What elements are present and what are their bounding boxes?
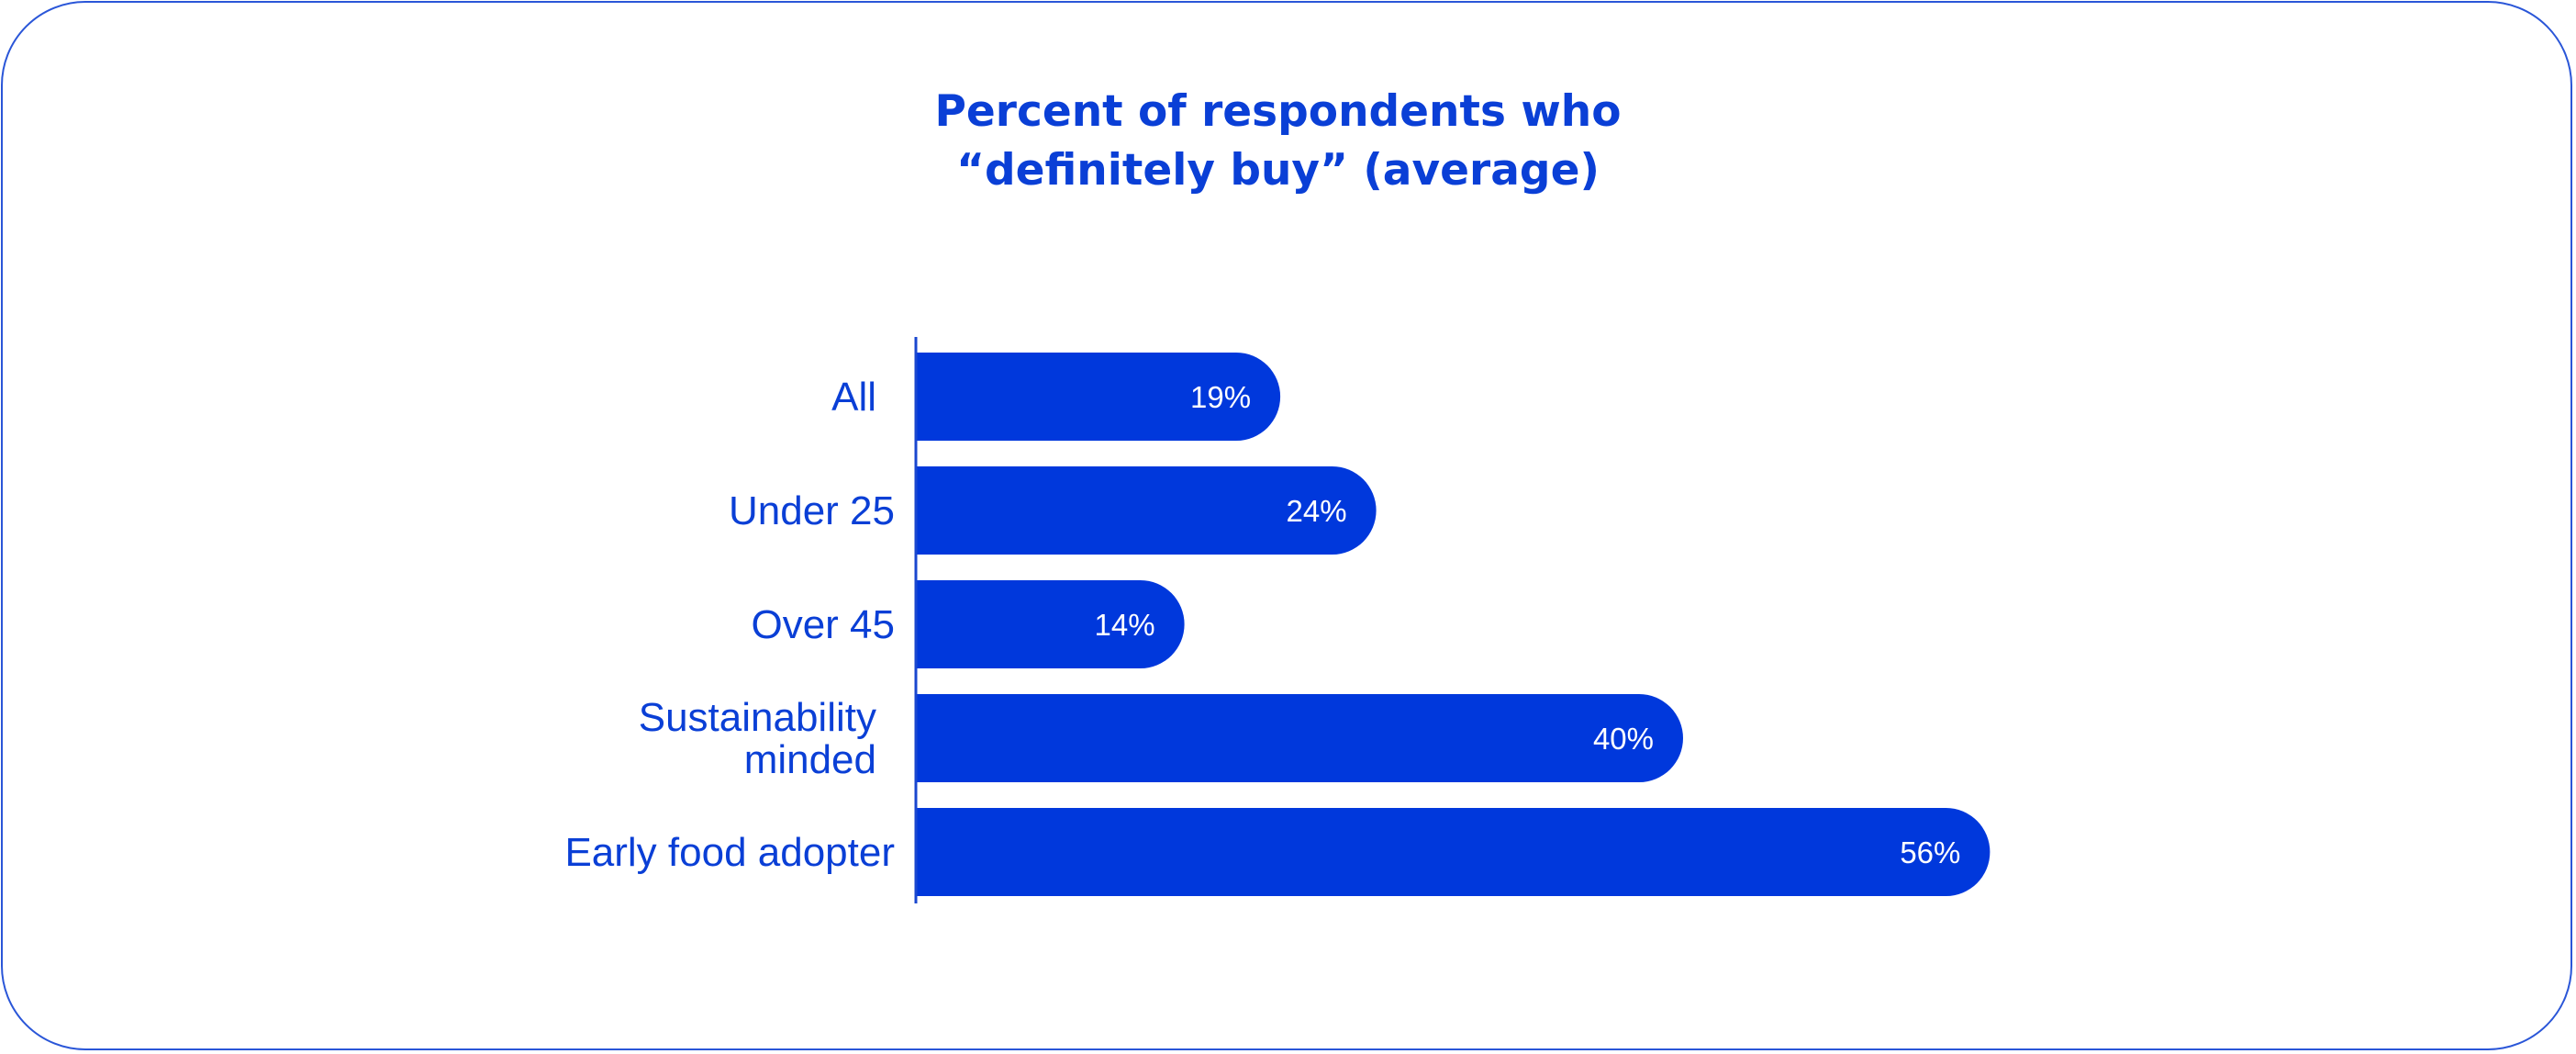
bar bbox=[916, 580, 1185, 668]
bar-value-label: 24% bbox=[1287, 494, 1347, 528]
chart-title: Percent of respondents who “definitely b… bbox=[0, 83, 2556, 200]
bar bbox=[916, 466, 1377, 555]
bar-value-label: 19% bbox=[1190, 380, 1251, 414]
bar bbox=[916, 694, 1683, 782]
bar-value-label: 56% bbox=[1900, 835, 1960, 869]
bars-layer: 19% 24% 14% 40% 56% bbox=[916, 353, 1991, 896]
chart-title-line-1: Percent of respondents who bbox=[934, 86, 1622, 137]
category-label: All bbox=[831, 375, 876, 420]
category-label: Early food adopter bbox=[564, 830, 895, 875]
category-label: Under 25 bbox=[729, 488, 895, 533]
bar-value-label: 40% bbox=[1593, 722, 1654, 756]
category-label: minded bbox=[744, 737, 876, 782]
chart-title-line-2: “definitely buy” (average) bbox=[956, 145, 1600, 196]
bar bbox=[916, 353, 1281, 441]
category-label: Over 45 bbox=[751, 602, 895, 647]
bar bbox=[916, 808, 1991, 896]
category-label: Sustainability bbox=[639, 695, 876, 740]
bar-value-label: 14% bbox=[1095, 608, 1155, 642]
